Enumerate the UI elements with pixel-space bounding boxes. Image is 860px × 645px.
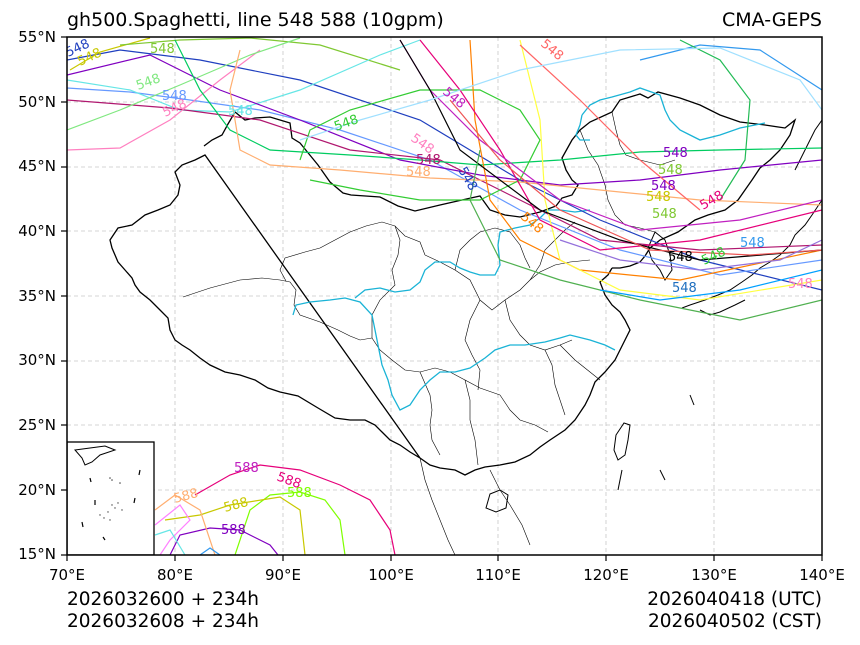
svg-text:588: 588 (221, 523, 246, 538)
model-source: CMA-GEPS (721, 9, 822, 31)
valid-time-block: 2026040418 (UTC) 2026040502 (CST) (647, 589, 822, 633)
valid-time-utc: 2026040418 (UTC) (647, 589, 822, 610)
rivers (292, 87, 766, 411)
south-china-sea-inset (67, 441, 155, 555)
svg-text:548: 548 (228, 104, 253, 119)
svg-text:548: 548 (668, 250, 693, 265)
svg-text:588: 588 (287, 486, 312, 501)
lon-label-140: 140°E (799, 566, 845, 584)
lon-label-120: 120°E (583, 566, 629, 584)
svg-text:548: 548 (788, 277, 813, 292)
svg-text:548: 548 (517, 210, 546, 237)
svg-text:548: 548 (537, 37, 566, 64)
lon-label-100: 100°E (368, 566, 414, 584)
svg-text:588: 588 (172, 486, 200, 507)
gridlines (67, 37, 822, 555)
init-time-utc: 2026032600 + 234h (67, 589, 260, 610)
svg-text:548: 548 (416, 153, 441, 168)
init-time-block: 2026032600 + 234h 2026032608 + 234h (67, 589, 259, 633)
lat-label-45: 45°N (18, 157, 56, 175)
lon-label-80: 80°E (156, 566, 194, 584)
svg-text:548: 548 (134, 71, 162, 94)
svg-text:548: 548 (698, 188, 727, 213)
lat-label-40: 40°N (18, 222, 56, 240)
lat-label-25: 25°N (18, 416, 56, 434)
valid-time-cst: 2026040502 (CST) (648, 611, 822, 632)
lat-label-30: 30°N (18, 351, 56, 369)
lon-label-90: 90°E (264, 566, 302, 584)
lat-label-15: 15°N (18, 545, 56, 563)
country-border (109, 91, 797, 476)
lon-label-130: 130°E (691, 566, 737, 584)
chart-title: gh500.Spaghetti, line 548 588 (10gpm) (67, 9, 444, 31)
svg-text:548: 548 (651, 179, 676, 194)
lat-label-20: 20°N (18, 481, 56, 499)
svg-text:548: 548 (406, 165, 431, 180)
svg-text:548: 548 (672, 281, 697, 296)
axis-ticks (61, 36, 823, 561)
lon-label-110: 110°E (475, 566, 521, 584)
svg-text:548: 548 (150, 42, 175, 57)
lat-label-55: 55°N (18, 28, 56, 46)
province-borders (182, 111, 676, 555)
svg-text:548: 548 (332, 112, 360, 135)
contour-labels-548: 548 548 548 548 548 548 548 548 548 548 … (67, 37, 813, 296)
svg-text:548: 548 (699, 245, 728, 269)
svg-text:588: 588 (222, 495, 250, 516)
svg-text:548: 548 (652, 207, 677, 222)
svg-text:548: 548 (658, 163, 683, 178)
contour-labels-588: 588 588 588 588 588 588 (172, 461, 312, 538)
svg-text:548: 548 (740, 236, 765, 251)
svg-text:548: 548 (646, 190, 671, 205)
svg-text:548: 548 (663, 146, 688, 161)
svg-text:548: 548 (162, 89, 187, 104)
svg-text:588: 588 (234, 461, 259, 476)
contours-548 (67, 37, 822, 321)
lat-label-50: 50°N (18, 93, 56, 111)
lat-label-35: 35°N (18, 287, 56, 305)
init-time-cst: 2026032608 + 234h (67, 611, 260, 632)
lon-label-70: 70°E (48, 566, 86, 584)
contours-588 (154, 464, 396, 555)
